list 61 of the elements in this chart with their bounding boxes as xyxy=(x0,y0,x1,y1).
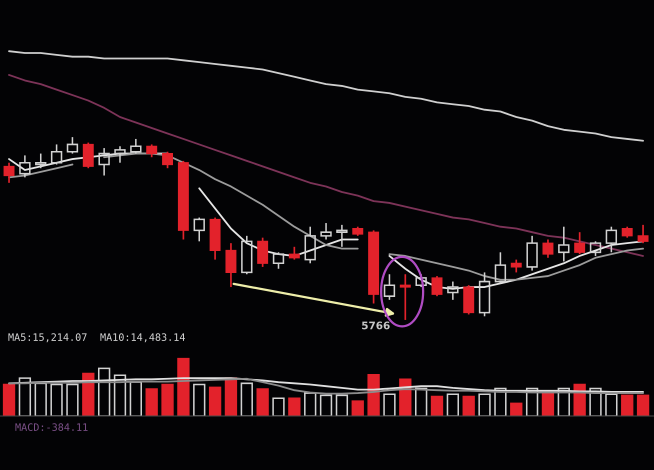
bar xyxy=(161,384,174,416)
bar xyxy=(224,377,238,416)
candlestick xyxy=(432,275,442,298)
bar xyxy=(542,392,554,416)
bar xyxy=(558,388,570,416)
bar xyxy=(288,397,300,416)
bar xyxy=(208,386,222,416)
candlestick xyxy=(114,145,126,164)
bar xyxy=(146,388,158,416)
bar xyxy=(352,400,364,416)
bar xyxy=(462,396,475,416)
bar xyxy=(526,388,538,416)
bar xyxy=(446,393,460,416)
candlestick xyxy=(257,236,268,268)
bar xyxy=(18,377,32,416)
bar xyxy=(130,381,142,416)
bar xyxy=(574,384,586,416)
candlestick xyxy=(510,258,522,274)
candlestick xyxy=(146,144,158,158)
candlestick xyxy=(162,150,174,170)
bar xyxy=(636,394,650,416)
text: MA5:15,214.07 xyxy=(8,333,87,342)
bar xyxy=(605,393,618,416)
candlestick xyxy=(82,142,94,170)
text: MA10:14,483.14 xyxy=(100,333,185,342)
bar xyxy=(272,397,285,416)
bar xyxy=(336,394,348,416)
candlestick xyxy=(4,162,15,184)
bar xyxy=(367,374,380,416)
bar xyxy=(589,388,602,416)
candlestick xyxy=(574,231,586,255)
bar xyxy=(621,394,634,416)
bar xyxy=(193,384,206,416)
candlestick xyxy=(400,273,411,321)
bar xyxy=(256,388,269,416)
text: MACD:-384.11 xyxy=(15,423,88,431)
text: 5766 xyxy=(362,321,390,330)
candlestick xyxy=(542,238,554,259)
bar xyxy=(510,402,522,416)
bar xyxy=(415,388,428,416)
candlestick xyxy=(638,224,649,244)
candlestick xyxy=(225,242,236,288)
bar xyxy=(177,358,190,416)
bar xyxy=(383,393,396,416)
bar xyxy=(66,384,79,416)
candlestick xyxy=(352,226,364,237)
bar xyxy=(478,393,491,416)
bar xyxy=(34,382,47,416)
bar xyxy=(494,388,507,416)
candlestick xyxy=(622,226,633,239)
bar xyxy=(304,392,316,416)
bar xyxy=(2,384,16,416)
bar xyxy=(82,372,94,416)
bar xyxy=(98,368,110,416)
bar xyxy=(114,374,126,416)
candlestick xyxy=(558,226,570,262)
candlestick xyxy=(288,246,300,260)
bar xyxy=(320,394,332,416)
bar xyxy=(50,384,63,416)
bar xyxy=(430,396,444,416)
bar xyxy=(240,382,253,416)
